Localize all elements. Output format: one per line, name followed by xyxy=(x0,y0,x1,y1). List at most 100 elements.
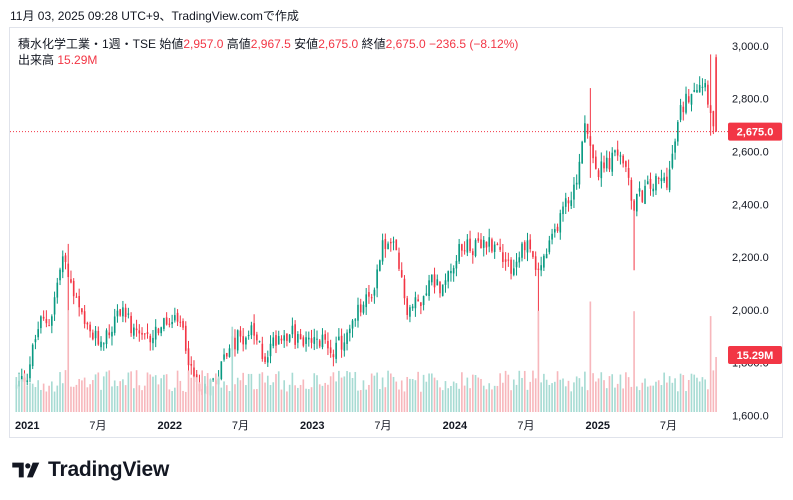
volume-bar xyxy=(305,388,307,412)
candle-body xyxy=(225,353,228,357)
candle-body xyxy=(540,265,542,271)
candle-body xyxy=(357,304,359,321)
volume-bar xyxy=(608,376,611,412)
volume-bar xyxy=(709,316,712,412)
candle-body xyxy=(245,337,247,345)
volume-bar xyxy=(217,376,220,412)
candle-body xyxy=(553,229,556,233)
candle-body xyxy=(163,318,165,329)
candle-body xyxy=(556,226,559,231)
candle-body xyxy=(674,141,676,153)
candle-body xyxy=(154,326,157,340)
tradingview-logo-text: TradingView xyxy=(48,458,170,481)
candle-body xyxy=(433,274,436,288)
legend-open-label: 始値 xyxy=(159,37,184,51)
candle-body xyxy=(682,106,685,113)
candle-body xyxy=(398,252,400,269)
candle-body xyxy=(343,342,346,351)
candle-body xyxy=(529,239,532,250)
candle-body xyxy=(286,333,288,341)
candle-body xyxy=(283,335,286,341)
candle-body xyxy=(668,169,671,190)
volume-bar xyxy=(220,387,223,412)
candle-body xyxy=(496,244,499,246)
tradingview-logo[interactable]: TradingView xyxy=(12,458,169,482)
candle-body xyxy=(690,94,693,105)
volume-bar xyxy=(59,372,61,412)
volume-bar xyxy=(556,371,559,412)
volume-bar xyxy=(400,380,403,412)
volume-bar xyxy=(502,382,504,412)
candle-body xyxy=(53,297,56,315)
candle-body xyxy=(338,336,340,341)
volume-bar xyxy=(655,381,657,412)
volume-bar xyxy=(707,389,709,412)
candle-body xyxy=(307,337,310,340)
volume-bar xyxy=(578,378,581,412)
volume-bar xyxy=(679,373,682,412)
candle-body xyxy=(280,338,283,341)
price-chart[interactable]: 3,000.0 2,800.0 2,600.0 2,400.0 2,200.0 2,000… xyxy=(10,28,782,437)
candle-body xyxy=(567,200,570,204)
volume-bar xyxy=(570,391,573,412)
volume-bar xyxy=(335,381,337,412)
volume-bar xyxy=(18,373,20,412)
candle-body xyxy=(64,255,67,263)
candle-body xyxy=(420,302,422,306)
candle-body xyxy=(559,213,562,233)
volume-bar xyxy=(346,370,348,412)
volume-bar xyxy=(261,372,264,412)
volume-bar xyxy=(534,378,537,412)
volume-bar xyxy=(406,376,409,412)
volume-bar xyxy=(302,379,305,412)
volume-bar xyxy=(83,377,86,412)
legend-high-value: 2,967.5 xyxy=(250,37,291,51)
volume-bar xyxy=(471,374,474,412)
volume-bar xyxy=(111,386,113,412)
legend-volume-row: 出来高 15.29M xyxy=(18,52,518,68)
candle-body xyxy=(655,175,657,191)
volume-bar xyxy=(682,375,685,412)
candle-body xyxy=(373,289,376,296)
candle-body xyxy=(600,161,603,179)
candle-body xyxy=(622,155,624,164)
candle-body xyxy=(450,270,452,274)
volume-bar xyxy=(384,387,387,412)
candle-body xyxy=(614,150,616,153)
volume-bar xyxy=(545,379,548,412)
candle-body xyxy=(310,338,313,343)
candle-body xyxy=(592,144,594,159)
volume-bar xyxy=(584,371,586,412)
candle-body xyxy=(696,90,698,93)
candle-body xyxy=(29,364,31,379)
volume-bar xyxy=(81,380,83,412)
candle-body xyxy=(223,354,225,360)
volume-bar xyxy=(425,381,428,412)
candle-body xyxy=(48,325,50,327)
volume-bar xyxy=(23,373,26,412)
volume-bar xyxy=(441,390,444,412)
volume-bar xyxy=(414,380,417,412)
candle-body xyxy=(480,239,482,249)
legend-volume-value: 15.29M xyxy=(57,53,98,67)
volume-bar xyxy=(190,377,193,412)
candle-body xyxy=(715,57,717,132)
candle-body xyxy=(657,177,660,179)
volume-bar xyxy=(133,388,135,412)
volume-bar xyxy=(116,386,119,412)
volume-bar xyxy=(294,385,296,412)
candle-body xyxy=(37,329,39,338)
candle-body xyxy=(666,176,668,188)
candle-body xyxy=(644,185,646,204)
volume-bar xyxy=(141,390,143,412)
volume-bar xyxy=(685,391,687,412)
candle-body xyxy=(701,86,704,88)
volume-bar xyxy=(677,391,679,412)
candle-body xyxy=(228,348,231,357)
candle-body xyxy=(611,152,614,172)
volume-bar xyxy=(20,379,23,412)
volume-bar xyxy=(488,383,491,412)
chart-frame[interactable]: 3,000.0 2,800.0 2,600.0 2,400.0 2,200.0 2,000… xyxy=(9,27,783,438)
candle-body xyxy=(138,330,141,334)
volume-bar xyxy=(61,383,64,412)
